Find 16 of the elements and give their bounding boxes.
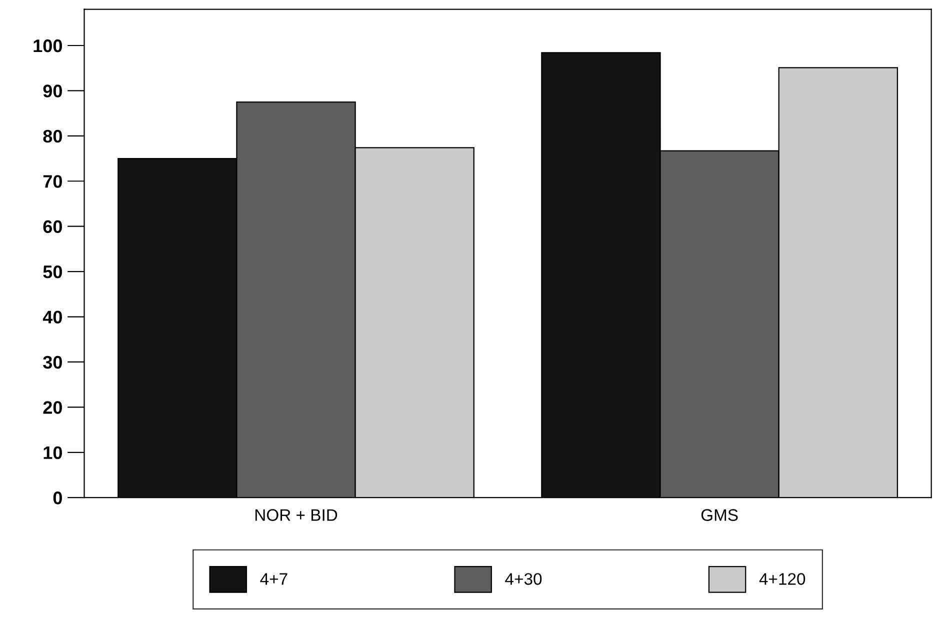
y-tick-label: 60 xyxy=(43,220,62,234)
y-tick-label: 30 xyxy=(43,356,62,369)
legend-label: 4+30 xyxy=(505,573,542,585)
x-tick-label: GMS xyxy=(701,509,738,521)
y-tick-label: 50 xyxy=(43,265,62,278)
y-tick-label: 40 xyxy=(42,310,62,324)
y-tick-label: 100 xyxy=(34,39,62,52)
y-tick-label: 10 xyxy=(44,446,62,460)
y-tick-label: 0 xyxy=(53,492,62,504)
y-tick-label: 90 xyxy=(43,84,62,98)
legend-label: 4+120 xyxy=(759,573,806,585)
y-tick-label: 20 xyxy=(43,401,62,414)
x-tick-label: NOR + BID xyxy=(255,509,338,521)
legend-label: 4+7 xyxy=(260,573,288,585)
y-tick-label: 70 xyxy=(43,175,62,188)
y-tick-label: 80 xyxy=(43,130,62,143)
